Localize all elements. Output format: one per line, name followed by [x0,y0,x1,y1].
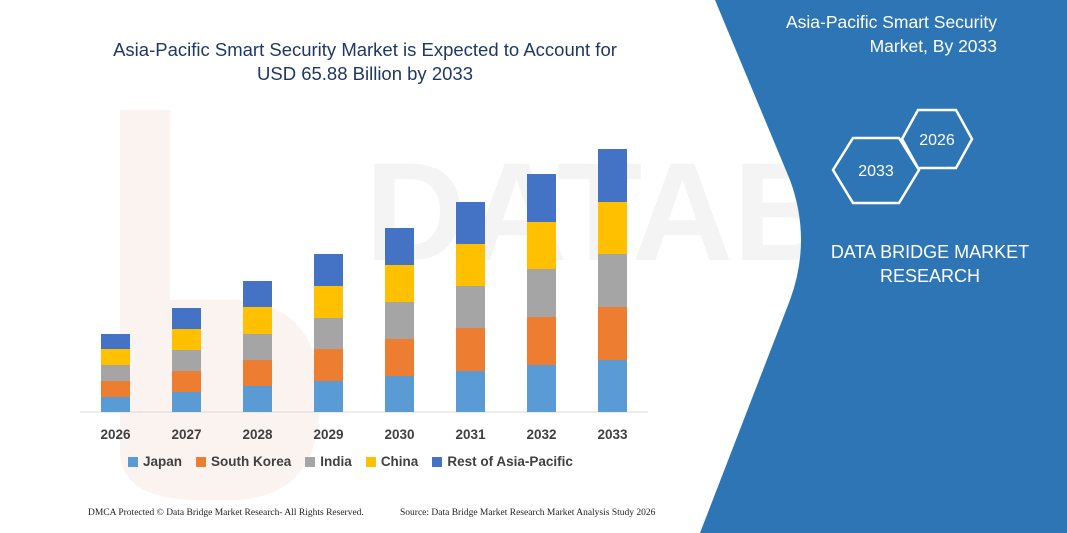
bar-segment-china-2029 [314,286,343,318]
legend-swatch [128,456,138,467]
bar-segment-rest-of-asia-pacific-2027 [172,308,201,329]
hexagon-front [831,136,921,205]
x-tick-label: 2031 [455,427,486,442]
x-tick-label: 2030 [384,427,414,442]
chart-title-line2: USD 65.88 Billion by 2033 [257,63,473,84]
legend-label: China [380,454,419,469]
bar-segment-south-korea-2031 [456,328,485,371]
stacked-bar-chart: 2026 2027 2028 2029 2030 2031 2032 2033 [80,149,648,442]
bar-segment-south-korea-2028 [243,360,272,386]
bar-segment-india-2030 [385,302,414,339]
legend-swatch [305,456,316,467]
side-panel-title-line2: Market, By 2033 [869,36,997,56]
bar-segment-china-2028 [243,307,272,334]
bar-segment-rest-of-asia-pacific-2026 [101,334,130,349]
footer-copyright: DMCA Protected © Data Bridge Market Rese… [88,508,364,518]
bar-segment-china-2026 [101,349,130,365]
chart-title-line1: Asia-Pacific Smart Security Market is Ex… [113,39,617,60]
brand-line2: RESEARCH [879,266,981,286]
legend-item: India [305,454,352,469]
bar-segment-rest-of-asia-pacific-2032 [527,174,556,222]
legend-swatch [432,456,443,467]
bar-segment-japan-2031 [456,371,485,412]
side-panel-title-line1: Asia-Pacific Smart Security [785,12,997,32]
bar-segment-south-korea-2029 [314,349,343,381]
bar-segment-india-2028 [243,334,272,360]
bar-segment-china-2032 [527,222,556,269]
bar-segment-china-2027 [172,329,201,350]
hexagon-back [900,108,974,170]
x-tick-label: 2026 [100,427,131,442]
bar-segment-south-korea-2026 [101,381,130,397]
bar-segment-rest-of-asia-pacific-2028 [243,281,272,307]
bar-segment-china-2030 [385,265,414,302]
x-tick-label: 2032 [526,427,556,442]
brand-name: DATA BRIDGE MARKET RESEARCH [820,240,1040,288]
bar-segment-japan-2027 [172,392,201,412]
bar-segment-india-2032 [527,269,556,317]
legend-label: Japan [143,454,183,469]
side-panel-background [700,0,1067,533]
bar-segment-india-2031 [456,286,485,328]
bar-segment-india-2033 [598,254,627,307]
brand-line1: DATA BRIDGE MARKET [830,242,1030,262]
legend-swatch [196,456,207,467]
bar-segment-india-2026 [101,365,130,381]
bar-segment-japan-2030 [385,376,414,412]
legend-item: China [365,454,419,469]
bar-segment-rest-of-asia-pacific-2029 [314,254,343,286]
hex-back-label: 2026 [919,132,955,149]
x-tick-label: 2029 [313,427,343,442]
x-tick-label: 2033 [597,427,628,442]
bar-segment-japan-2029 [314,381,343,412]
side-panel-title: Asia-Pacific Smart Security Market, By 2… [737,10,997,58]
legend-swatch [365,456,376,467]
bar-segment-japan-2028 [243,386,272,412]
legend-label: Rest of Asia-Pacific [447,454,573,469]
bar-segment-rest-of-asia-pacific-2030 [385,228,414,265]
legend-item: Japan [128,454,182,469]
bar-segment-rest-of-asia-pacific-2033 [598,149,627,202]
footer-source: Source: Data Bridge Market Research Mark… [400,508,656,518]
bar-segment-japan-2033 [598,360,627,412]
bar-segment-japan-2026 [101,397,130,412]
bar-segment-south-korea-2030 [385,339,414,376]
x-tick-label: 2028 [242,427,273,442]
legend-label: India [320,454,352,469]
chart-legend: Japan South Korea India China Rest of Asia-P… [128,454,573,469]
bar-segment-china-2031 [456,244,485,286]
bar-segment-india-2027 [172,350,201,371]
bar-segment-south-korea-2032 [527,317,556,365]
bar-segment-india-2029 [314,318,343,349]
hex-front-label: 2033 [858,163,894,180]
legend-item: South Korea [196,454,291,469]
chart-area: Asia-Pacific Smart Security Market is Ex… [80,39,656,518]
bar-segment-china-2033 [598,202,627,254]
bar-segment-japan-2032 [527,365,556,412]
legend-label: South Korea [211,454,292,469]
legend-item: Rest of Asia-Pacific [432,454,573,469]
x-tick-label: 2027 [171,427,201,442]
bar-segment-rest-of-asia-pacific-2031 [456,202,485,244]
bar-segment-south-korea-2033 [598,307,627,360]
bar-segment-south-korea-2027 [172,371,201,392]
